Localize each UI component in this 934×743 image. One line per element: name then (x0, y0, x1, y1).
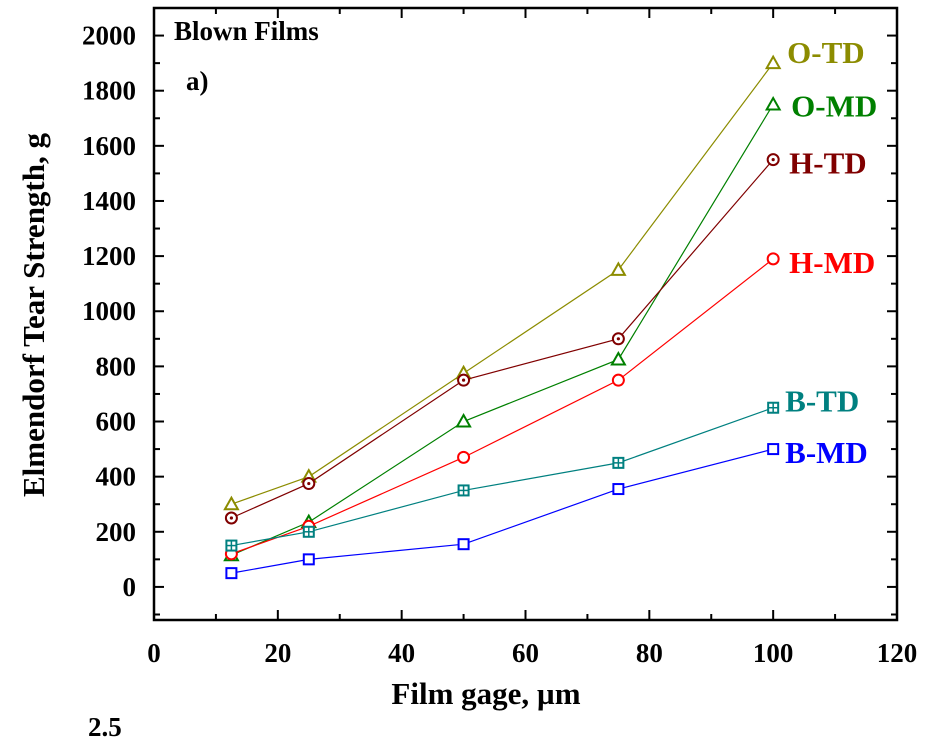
x-axis-title: Film gage, µm (391, 676, 580, 711)
x-tick-label: 80 (636, 638, 663, 668)
point-o-md (455, 412, 472, 428)
series-label-b-td: B-TD (785, 384, 859, 419)
point-b-td (302, 525, 315, 538)
x-tick-label: 0 (147, 638, 161, 668)
y-tick-label: 400 (96, 462, 137, 492)
point-o-td (764, 54, 782, 70)
point-o-md (764, 95, 782, 111)
point-b-md (225, 567, 238, 580)
y-tick-label: 800 (96, 351, 137, 381)
x-tick-label: 100 (753, 638, 794, 668)
y-tick-label: 1000 (82, 296, 136, 326)
point-b-md (457, 538, 470, 551)
point-b-td (612, 456, 625, 469)
point-h-td (302, 477, 316, 491)
x-tick-label: 60 (512, 638, 539, 668)
series-label-o-md: O-MD (791, 88, 877, 123)
point-o-td (223, 495, 240, 511)
point-h-md (766, 252, 780, 266)
point-b-md (302, 553, 315, 566)
y-tick-label: 2000 (82, 21, 136, 51)
series-label-h-td: H-TD (789, 146, 867, 181)
y-tick-label: 0 (123, 572, 137, 602)
point-h-td (224, 511, 238, 525)
plot-frame (152, 6, 899, 622)
point-o-md (610, 350, 627, 366)
point-h-td (457, 373, 471, 387)
point-h-md (457, 450, 471, 464)
stray-tick-fragment: 2.5 (88, 712, 122, 742)
y-tick-label: 1600 (82, 131, 136, 161)
point-h-md (611, 373, 625, 387)
x-tick-label: 20 (264, 638, 291, 668)
series-label-o-td: O-TD (787, 35, 865, 70)
y-tick-label: 600 (96, 407, 137, 437)
panel-label: a) (186, 66, 209, 96)
point-b-md (612, 483, 625, 496)
y-tick-label: 1800 (82, 76, 136, 106)
point-b-td (457, 484, 470, 497)
x-tick-label: 120 (877, 638, 918, 668)
y-tick-label: 200 (96, 517, 137, 547)
y-axis-title: Elmendorf Tear Strength, g (16, 133, 51, 497)
series-label-b-md: B-MD (785, 435, 868, 470)
series-label-h-md: H-MD (789, 245, 875, 280)
chart-title: Blown Films (174, 16, 319, 46)
point-b-md (767, 443, 780, 456)
point-o-td (610, 261, 627, 276)
point-b-td (767, 401, 780, 414)
x-tick-label: 40 (388, 638, 415, 668)
point-h-td (766, 153, 780, 167)
series-line-h-td (231, 159, 774, 519)
point-b-td (225, 539, 238, 552)
point-h-td (611, 332, 625, 346)
y-tick-label: 1400 (82, 186, 136, 216)
y-tick-label: 1200 (82, 241, 136, 271)
